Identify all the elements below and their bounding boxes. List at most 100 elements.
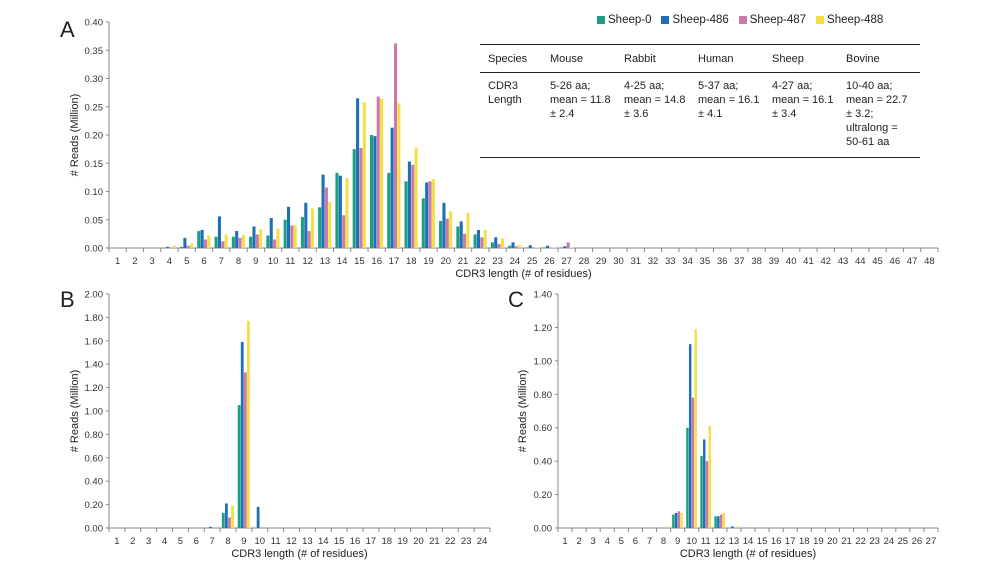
bar [535, 247, 539, 249]
x-tick-label: 10 [686, 536, 697, 547]
legend-swatch [816, 16, 825, 24]
x-tick-label: 28 [579, 256, 590, 267]
bar [425, 182, 429, 248]
y-axis-title: # Reads (Million) [69, 94, 81, 177]
bar [566, 242, 570, 248]
x-tick-label: 4 [162, 536, 167, 547]
x-tick-label: 30 [613, 256, 624, 267]
bar [342, 215, 346, 248]
x-tick-label: 25 [898, 536, 909, 547]
bar [318, 207, 322, 248]
bar [345, 177, 349, 248]
table-header-row: Species Mouse Rabbit Human Sheep Bovine [480, 44, 920, 73]
bar [247, 320, 250, 528]
bar [293, 225, 297, 248]
bar [356, 98, 360, 248]
bar [324, 187, 328, 248]
bar [686, 427, 689, 528]
chart-legend: Sheep-0 Sheep-486 Sheep-487 Sheep-488 [597, 14, 883, 26]
bar [243, 372, 247, 528]
table-cell: 5-37 aa; mean = 16.1 ± 4.1 [690, 72, 764, 158]
legend-item: Sheep-488 [816, 14, 883, 26]
x-tick-label: 44 [855, 256, 866, 267]
bar [508, 245, 512, 248]
bar [179, 246, 184, 248]
bar [717, 516, 720, 528]
bar [283, 219, 287, 248]
x-tick-label: 24 [510, 256, 521, 267]
bar [431, 179, 435, 248]
y-tick-label: 0.35 [85, 46, 104, 57]
x-tick-label: 3 [150, 256, 155, 267]
x-tick-label: 1 [562, 536, 567, 547]
x-tick-label: 19 [423, 256, 434, 267]
bar [722, 512, 726, 528]
x-tick-label: 6 [633, 536, 638, 547]
bar [256, 506, 260, 528]
y-tick-label: 0.60 [85, 453, 104, 464]
bar [217, 216, 221, 248]
x-tick-label: 8 [236, 256, 241, 267]
bar [172, 245, 176, 248]
bar [514, 246, 518, 248]
x-tick-label: 15 [334, 536, 345, 547]
bar [677, 511, 681, 528]
bar [224, 234, 228, 248]
bar [466, 212, 470, 248]
x-tick-label: 39 [769, 256, 780, 267]
x-tick-label: 9 [253, 256, 258, 267]
x-tick-label: 33 [665, 256, 676, 267]
x-tick-label: 21 [429, 536, 440, 547]
table-cell: 5-26 aa; mean = 11.8 ± 2.4 [542, 72, 616, 158]
bar [445, 218, 449, 248]
bar [397, 103, 401, 248]
bar [672, 514, 675, 528]
table-cell: 10-40 aa; mean = 22.7 ± 3.2; ultralong =… [838, 72, 920, 158]
bar [321, 174, 325, 248]
x-tick-label: 2 [132, 256, 137, 267]
bar [714, 516, 717, 528]
bar [231, 505, 234, 528]
bar [286, 206, 291, 248]
bar [373, 136, 377, 248]
bar [259, 229, 263, 248]
bar [186, 245, 190, 248]
y-tick-label: 0.15 [85, 159, 104, 170]
bar [546, 245, 550, 248]
x-tick-label: 17 [366, 536, 377, 547]
x-tick-label: 3 [146, 536, 151, 547]
bar [490, 242, 494, 248]
y-tick-label: 0.00 [534, 524, 553, 535]
legend-label: Sheep-487 [749, 14, 807, 26]
x-tick-label: 1 [115, 256, 120, 267]
x-tick-label: 15 [757, 536, 768, 547]
x-tick-label: 7 [647, 536, 652, 547]
bar [731, 526, 734, 528]
legend-label: Sheep-0 [608, 14, 652, 26]
bar [266, 235, 270, 248]
x-tick-label: 16 [350, 536, 361, 547]
x-tick-label: 27 [561, 256, 572, 267]
x-tick-label: 3 [591, 536, 596, 547]
x-tick-label: 18 [382, 536, 393, 547]
y-tick-label: 1.20 [85, 383, 104, 394]
x-tick-label: 4 [167, 256, 172, 267]
bar [674, 512, 678, 528]
bar [459, 221, 463, 248]
bar [694, 329, 697, 528]
x-tick-label: 35 [700, 256, 711, 267]
x-tick-label: 5 [178, 536, 183, 547]
x-tick-label: 10 [268, 256, 279, 267]
y-tick-label: 2.00 [85, 290, 104, 301]
bar [542, 247, 546, 249]
x-tick-label: 8 [225, 536, 230, 547]
x-tick-label: 26 [912, 536, 923, 547]
panel-label-b: B [60, 287, 75, 312]
x-tick-label: 13 [302, 536, 313, 547]
bar [688, 344, 692, 528]
y-tick-label: 0.00 [85, 524, 104, 535]
x-tick-label: 19 [397, 536, 408, 547]
legend-label: Sheep-486 [672, 14, 729, 26]
y-tick-label: 0.20 [85, 500, 104, 511]
x-tick-label: 1 [114, 536, 119, 547]
